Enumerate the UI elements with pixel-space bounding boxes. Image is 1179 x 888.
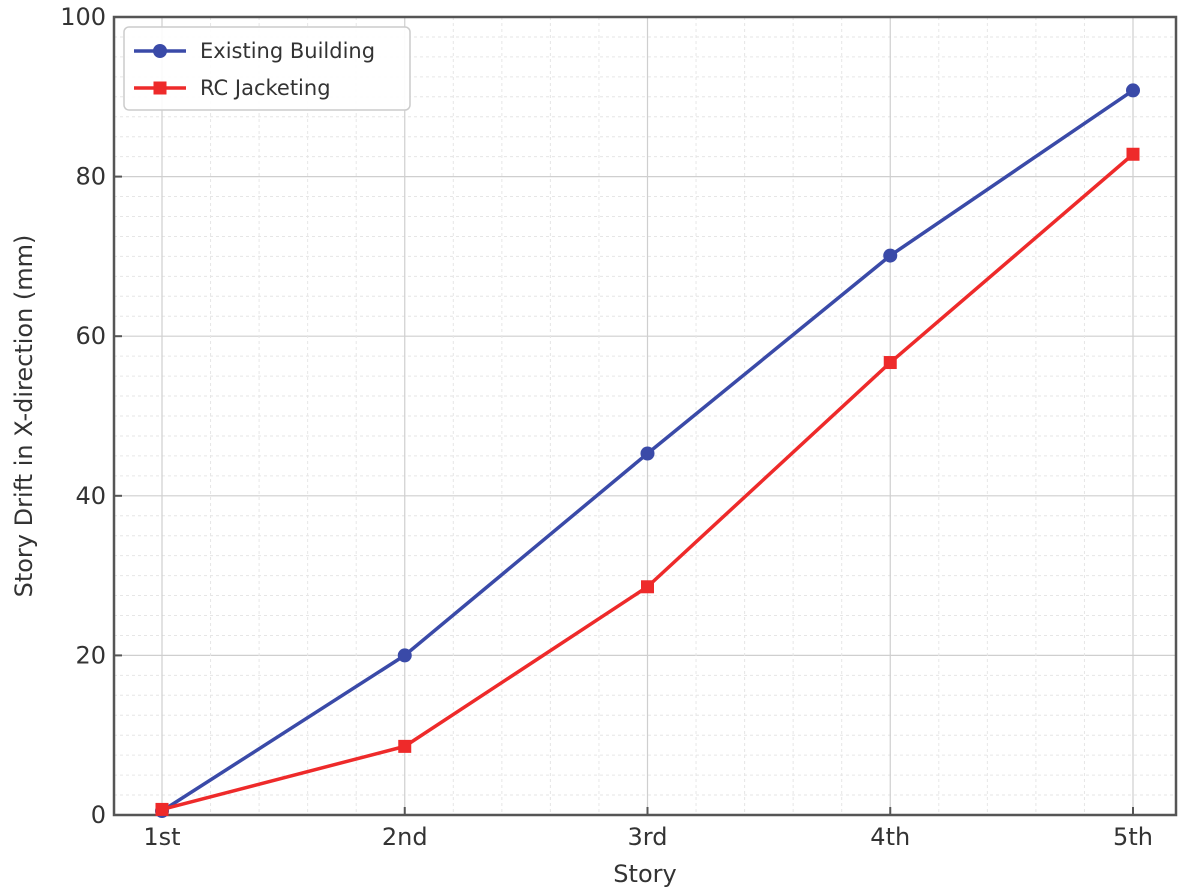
legend-box — [123, 26, 411, 111]
x-tick-label: 5th — [1113, 823, 1153, 851]
x-tick-label: 4th — [870, 823, 910, 851]
y-axis-title: Story Drift in X-direction (mm) — [10, 235, 38, 598]
series-2-point — [641, 580, 654, 594]
y-tick-label: 40 — [75, 482, 106, 510]
x-tick-label: 3rd — [628, 823, 668, 851]
y-tick-label: 80 — [75, 163, 106, 191]
series-layer — [155, 83, 1140, 819]
plot-frame — [112, 15, 1178, 817]
x-tick-label: 2nd — [382, 823, 428, 851]
series-2-point — [883, 356, 897, 370]
series-2-point — [155, 802, 169, 816]
y-tick-label: 0 — [91, 801, 106, 829]
legend-marker-2 — [153, 81, 167, 95]
series-2-point — [398, 739, 412, 753]
series-2-point — [1126, 147, 1140, 161]
legend-label-2: RC Jacketing — [200, 76, 331, 100]
grid — [114, 17, 1176, 815]
y-tick-label: 60 — [75, 322, 106, 350]
x-axis-title: Story — [613, 860, 676, 888]
series-1-point — [397, 648, 412, 663]
series-1-point — [640, 446, 655, 461]
series-1-point — [883, 248, 898, 263]
axis-ticks: 0 20 40 60 80 100 1st 2nd 3rd 4th 5th — [60, 3, 1153, 851]
y-tick-label: 100 — [60, 3, 106, 31]
legend: Existing Building RC Jacketing — [123, 26, 411, 111]
x-tick-label: 1st — [143, 823, 180, 851]
legend-label-1: Existing Building — [200, 39, 375, 63]
y-tick-label: 20 — [75, 641, 106, 669]
legend-marker-1 — [153, 44, 167, 58]
series-1-point — [1126, 83, 1140, 98]
